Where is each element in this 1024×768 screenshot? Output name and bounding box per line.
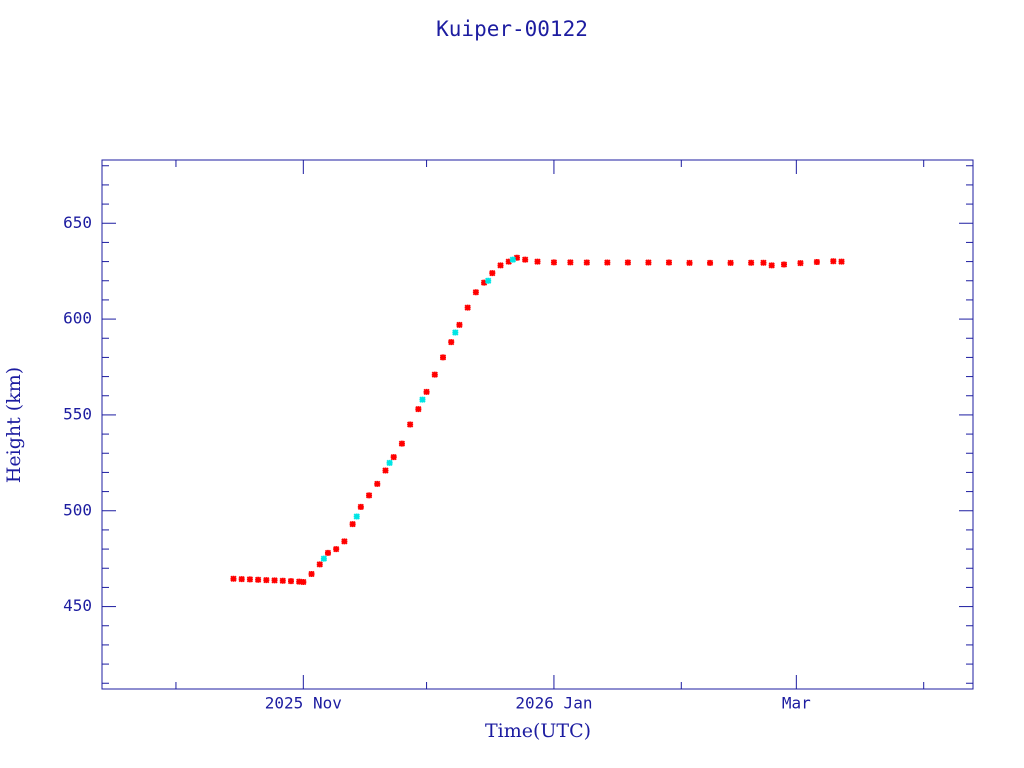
data-point [813, 258, 821, 266]
data-point [320, 555, 327, 562]
data-point [357, 503, 364, 511]
data-point [706, 259, 714, 267]
data-point [748, 259, 755, 266]
data-point [830, 258, 837, 265]
data-point [386, 459, 393, 466]
data-point [797, 259, 804, 267]
y-tick-label: 600 [63, 309, 92, 328]
data-point [645, 259, 652, 266]
data-point [398, 440, 406, 447]
y-tick-label: 500 [63, 500, 92, 519]
x-axis-label: Time(UTC) [485, 720, 591, 742]
data-point [374, 480, 381, 488]
data-point [768, 262, 775, 269]
data-point [604, 259, 611, 266]
data-point [780, 261, 788, 268]
data-point [567, 259, 574, 266]
data-point [254, 576, 262, 583]
data-point [534, 258, 541, 265]
data-point [760, 259, 767, 266]
data-point [480, 279, 488, 286]
data-point [365, 492, 373, 499]
data-point [238, 576, 245, 583]
y-tick-label: 450 [63, 596, 92, 615]
data-point [464, 304, 471, 311]
data-point [665, 259, 673, 266]
plot-frame [101, 159, 974, 690]
data-point [624, 259, 632, 266]
data-point [353, 513, 360, 520]
data-point [287, 577, 295, 585]
x-tick-label: 2026 Jan [515, 694, 592, 713]
x-tick-label: Mar [782, 694, 811, 713]
data-point [513, 254, 521, 261]
y-tick-label: 550 [63, 404, 92, 423]
data-point [415, 406, 422, 413]
data-point [263, 576, 270, 584]
data-point [431, 371, 438, 378]
chart-title: Kuiper-00122 [436, 17, 588, 41]
data-point [271, 577, 278, 584]
data-point [485, 277, 492, 284]
data-point [324, 549, 332, 557]
data-point [308, 570, 315, 578]
data-point [419, 396, 426, 403]
data-point [390, 453, 397, 461]
x-tick-label: 2025 Nov [265, 694, 342, 713]
data-point [686, 259, 693, 267]
data-point [423, 388, 430, 396]
y-tick-label: 650 [63, 213, 92, 232]
data-point [727, 259, 734, 267]
data-point [349, 521, 356, 528]
data-point [382, 467, 389, 474]
y-axis-label: Height (km) [3, 367, 25, 483]
data-point [296, 578, 303, 585]
data-point [279, 577, 286, 584]
data-point [333, 545, 340, 553]
data-point [472, 289, 480, 296]
data-point [583, 259, 590, 266]
data-point [497, 262, 504, 269]
data-point [230, 575, 237, 582]
data-point [505, 258, 512, 265]
data-point [341, 538, 348, 545]
data-point [509, 256, 516, 263]
data-point [246, 576, 254, 583]
data-point [522, 256, 529, 263]
data-point [439, 354, 447, 361]
data-point [407, 421, 414, 428]
data-point [489, 269, 496, 277]
data-point [550, 259, 558, 266]
data-point [452, 329, 459, 336]
data-point [300, 578, 307, 586]
data-point [838, 258, 845, 265]
data-point [448, 338, 455, 346]
data-point [316, 561, 323, 568]
data-point [456, 321, 463, 328]
